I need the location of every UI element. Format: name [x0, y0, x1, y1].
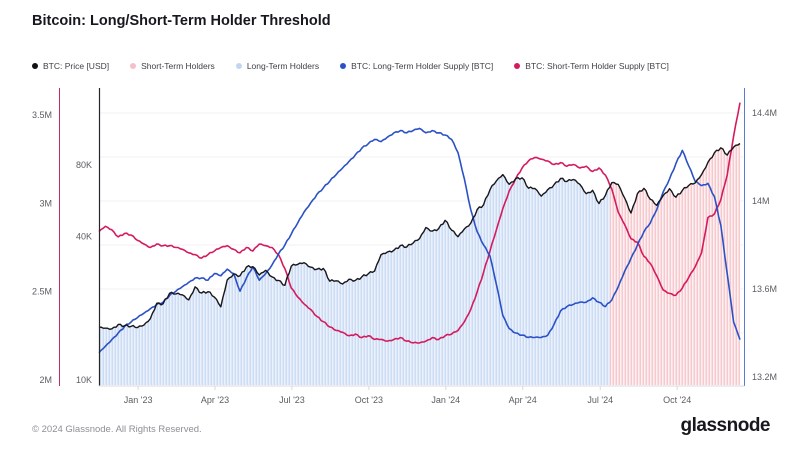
svg-text:2.5M: 2.5M: [32, 287, 52, 297]
svg-text:13.6M: 13.6M: [752, 284, 777, 294]
short-term-region-dot-icon: [130, 63, 137, 69]
page-title: Bitcoin: Long/Short-Term Holder Threshol…: [32, 13, 331, 29]
sth-supply-line: [98, 102, 741, 344]
btc-price-line: [98, 142, 741, 330]
legend-item-short-term-holders[interactable]: Short-Term Holders: [130, 61, 215, 71]
svg-text:Apr '24: Apr '24: [509, 395, 537, 405]
svg-text:13.2M: 13.2M: [752, 372, 777, 382]
y-axis-price-labels: 80K 40K 10K: [76, 160, 92, 385]
y-axis-left-supply-labels: 3.5M 3M 2.5M 2M: [32, 110, 52, 385]
glassnode-logo: glassnode: [680, 415, 771, 436]
svg-text:Apr '23: Apr '23: [201, 395, 229, 405]
legend-label: BTC: Long-Term Holder Supply [BTC]: [351, 61, 494, 71]
x-axis-labels: Jan '23 Apr '23 Jul '23 Oct '23 Jan '24 Apr '…: [124, 386, 691, 405]
legend-item-btc-price[interactable]: BTC: Price [USD]: [32, 61, 109, 71]
legend-label: BTC: Price [USD]: [43, 61, 110, 71]
price-series-dot-icon: [32, 63, 38, 69]
svg-text:Oct '23: Oct '23: [355, 395, 383, 405]
svg-text:80K: 80K: [76, 160, 92, 170]
y-axis-right-supply-labels: 14.4M 14M 13.6M 13.2M: [752, 108, 777, 382]
legend-label: Long-Term Holders: [246, 61, 320, 71]
legend-item-sth-supply[interactable]: BTC: Short-Term Holder Supply [BTC]: [514, 61, 669, 71]
axes: [59, 88, 745, 387]
svg-text:Jan '23: Jan '23: [124, 395, 153, 405]
sth-supply-series-dot-icon: [514, 63, 521, 69]
lth-supply-series-dot-icon: [340, 63, 347, 69]
legend-item-long-term-holders[interactable]: Long-Term Holders: [235, 61, 320, 71]
lth-supply-line: [98, 127, 741, 354]
legend-item-lth-supply[interactable]: BTC: Long-Term Holder Supply [BTC]: [340, 61, 493, 71]
short-term-holders-area: [609, 143, 740, 385]
copyright-text: © 2024 Glassnode. All Rights Reserved.: [32, 424, 202, 435]
svg-text:3.5M: 3.5M: [32, 110, 52, 120]
long-term-holders-area: [99, 174, 610, 385]
svg-text:Oct '24: Oct '24: [663, 395, 691, 405]
legend-label: BTC: Short-Term Holder Supply [BTC]: [525, 61, 669, 71]
svg-text:2M: 2M: [39, 375, 52, 385]
svg-text:3M: 3M: [39, 198, 52, 208]
svg-text:Jan '24: Jan '24: [431, 395, 460, 405]
svg-text:Jul '24: Jul '24: [587, 395, 613, 405]
svg-text:14.4M: 14.4M: [752, 108, 777, 118]
svg-text:10K: 10K: [76, 375, 92, 385]
svg-text:14M: 14M: [752, 196, 770, 206]
svg-text:40K: 40K: [76, 232, 92, 242]
long-term-region-dot-icon: [235, 63, 242, 69]
legend-label: Short-Term Holders: [141, 61, 215, 71]
chart-legend: BTC: Price [USD] Short-Term Holders Long…: [32, 61, 669, 71]
svg-text:Jul '23: Jul '23: [279, 395, 305, 405]
